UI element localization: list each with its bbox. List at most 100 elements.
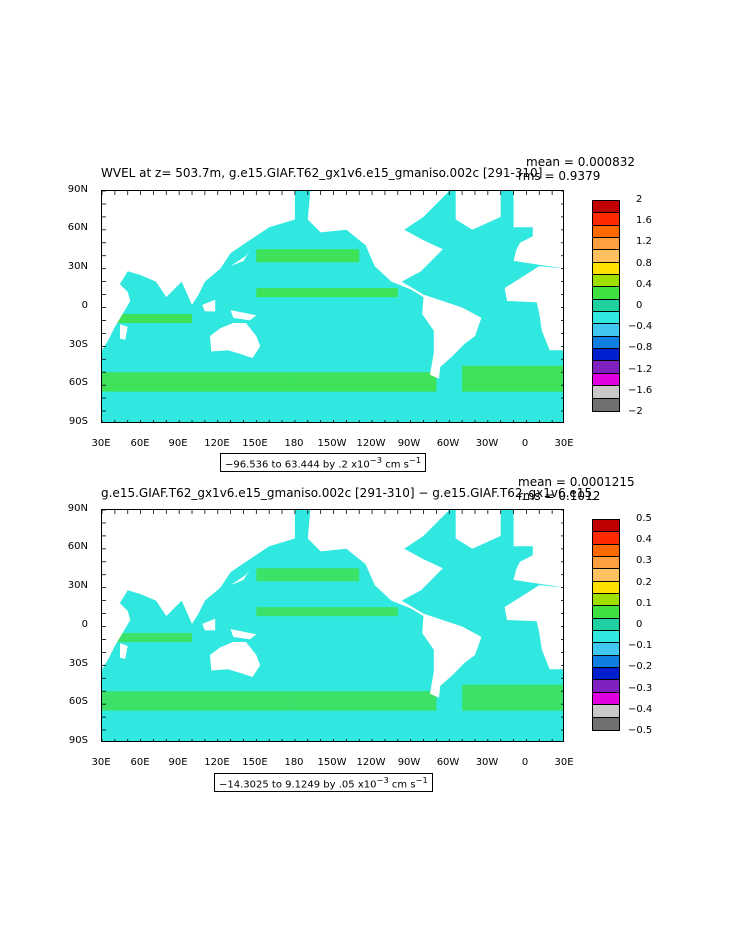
- colorbar-swatch: [593, 618, 619, 632]
- mean-value: mean = 0.000832: [526, 155, 635, 169]
- land-mask: [307, 191, 482, 379]
- colorbar-level-label: −0.4: [628, 703, 653, 715]
- colorbar-swatch: [593, 361, 619, 374]
- colorbar-level-label: −1.6: [628, 384, 653, 396]
- colorbar-level-label: −0.2: [628, 661, 653, 673]
- lon-label: 0: [521, 757, 529, 768]
- land-mask: [455, 191, 501, 230]
- colorbar-swatch: [593, 238, 619, 251]
- panel-title: WVEL at z= 503.7m, g.e15.GIAF.T62_gx1v6.…: [101, 166, 543, 180]
- velocity-band: [462, 365, 563, 392]
- colorbar-level-label: 0: [636, 619, 643, 630]
- colorbar-swatch: [593, 668, 619, 681]
- velocity-band: [256, 607, 398, 617]
- lon-label: 60W: [436, 438, 460, 449]
- colorbar-swatch: [593, 705, 619, 718]
- colorbar-level-label: 0.8: [636, 257, 652, 269]
- colorbar-swatch: [593, 544, 619, 558]
- land-mask: [504, 510, 563, 670]
- panel-title: g.e15.GIAF.T62_gx1v6.e15_gmaniso.002c [2…: [101, 486, 599, 500]
- velocity-band: [256, 568, 360, 582]
- land-mask: [202, 618, 216, 631]
- lon-label: 150E: [242, 438, 268, 449]
- lat-label: 60N: [67, 541, 88, 552]
- lon-label: 60W: [436, 757, 460, 768]
- colorbar-swatch: [593, 299, 619, 313]
- lon-label: 30W: [475, 757, 499, 768]
- lat-label: 90N: [67, 184, 88, 195]
- colorbar-swatch: [593, 717, 619, 730]
- lon-label: 150W: [317, 438, 347, 449]
- lon-label: 30W: [475, 438, 499, 449]
- rms-value: rms = 0.1012: [518, 489, 601, 503]
- land-mask: [102, 191, 295, 305]
- colorbar-swatch: [593, 386, 619, 399]
- lon-label: 120W: [356, 438, 386, 449]
- colorbar-swatch: [593, 225, 619, 239]
- rms-value: rms = 0.9379: [518, 169, 601, 183]
- colorbar-swatch: [593, 557, 619, 570]
- lat-label: 90S: [68, 735, 88, 746]
- colorbar-swatch: [593, 643, 619, 656]
- colorbar-level-label: 0.1: [636, 597, 652, 609]
- colorbar-level-label: 0.2: [636, 576, 652, 588]
- lat-label: 60N: [67, 222, 88, 233]
- colorbar-swatch: [593, 594, 619, 607]
- land-mask: [120, 643, 128, 659]
- colorbar-level-label: 0: [636, 300, 643, 311]
- map-frame: [101, 190, 564, 423]
- lon-label: 120E: [204, 438, 230, 449]
- lon-label: 180: [284, 438, 304, 449]
- mean-value: mean = 0.0001215: [518, 475, 635, 489]
- velocity-band: [256, 249, 360, 263]
- colorbar-swatch: [593, 398, 619, 411]
- velocity-band: [102, 691, 295, 711]
- colorbar-swatch: [593, 532, 619, 545]
- land-mask: [210, 642, 261, 677]
- velocity-band: [102, 633, 192, 642]
- velocity-band: [462, 684, 563, 711]
- colorbar-swatch: [593, 373, 619, 387]
- lat-label: 30S: [68, 339, 88, 350]
- colorbar-level-label: 0.4: [636, 278, 652, 290]
- colorbar: [592, 519, 620, 731]
- colorbar-level-label: −0.5: [628, 725, 653, 736]
- land-mask: [102, 585, 131, 670]
- lat-label: 30N: [67, 580, 88, 591]
- land-mask: [210, 323, 261, 358]
- colorbar-swatch: [593, 201, 619, 214]
- land-mask: [455, 510, 501, 549]
- contour-range-box: −96.536 to 63.444 by .2 x10−3 cm s−1: [220, 453, 427, 473]
- colorbar: [592, 200, 620, 412]
- land-mask: [230, 310, 257, 321]
- colorbar-level-label: −0.4: [628, 321, 653, 333]
- colorbar-swatch: [593, 655, 619, 669]
- lon-label: 90W: [397, 757, 421, 768]
- colorbar-level-label: −1.2: [628, 363, 653, 375]
- colorbar-swatch: [593, 606, 619, 619]
- lon-label: 0: [521, 438, 529, 449]
- land-mask: [504, 191, 563, 351]
- velocity-band: [294, 691, 437, 711]
- colorbar-swatch: [593, 287, 619, 300]
- colorbar-swatch: [593, 336, 619, 350]
- colorbar-level-label: 0.4: [636, 534, 652, 546]
- colorbar-level-label: 2: [636, 194, 643, 205]
- land-mask: [102, 510, 295, 624]
- colorbar-swatch: [593, 692, 619, 706]
- lon-label: 30E: [91, 757, 111, 768]
- lon-label: 120W: [356, 757, 386, 768]
- colorbar-swatch: [593, 213, 619, 226]
- colorbar-level-label: 1.2: [636, 236, 652, 248]
- lon-label: 90W: [397, 438, 421, 449]
- colorbar-swatch: [593, 569, 619, 582]
- lon-label: 30E: [554, 757, 574, 768]
- lon-label: 90E: [168, 757, 188, 768]
- lat-label: 30S: [68, 658, 88, 669]
- land-mask: [202, 299, 216, 312]
- colorbar-level-label: 0.5: [636, 513, 652, 524]
- lon-label: 30E: [554, 438, 574, 449]
- velocity-band: [102, 314, 192, 323]
- lon-label: 60E: [130, 757, 150, 768]
- contour-range-box: −14.3025 to 9.1249 by .05 x10−3 cm s−1: [214, 773, 433, 793]
